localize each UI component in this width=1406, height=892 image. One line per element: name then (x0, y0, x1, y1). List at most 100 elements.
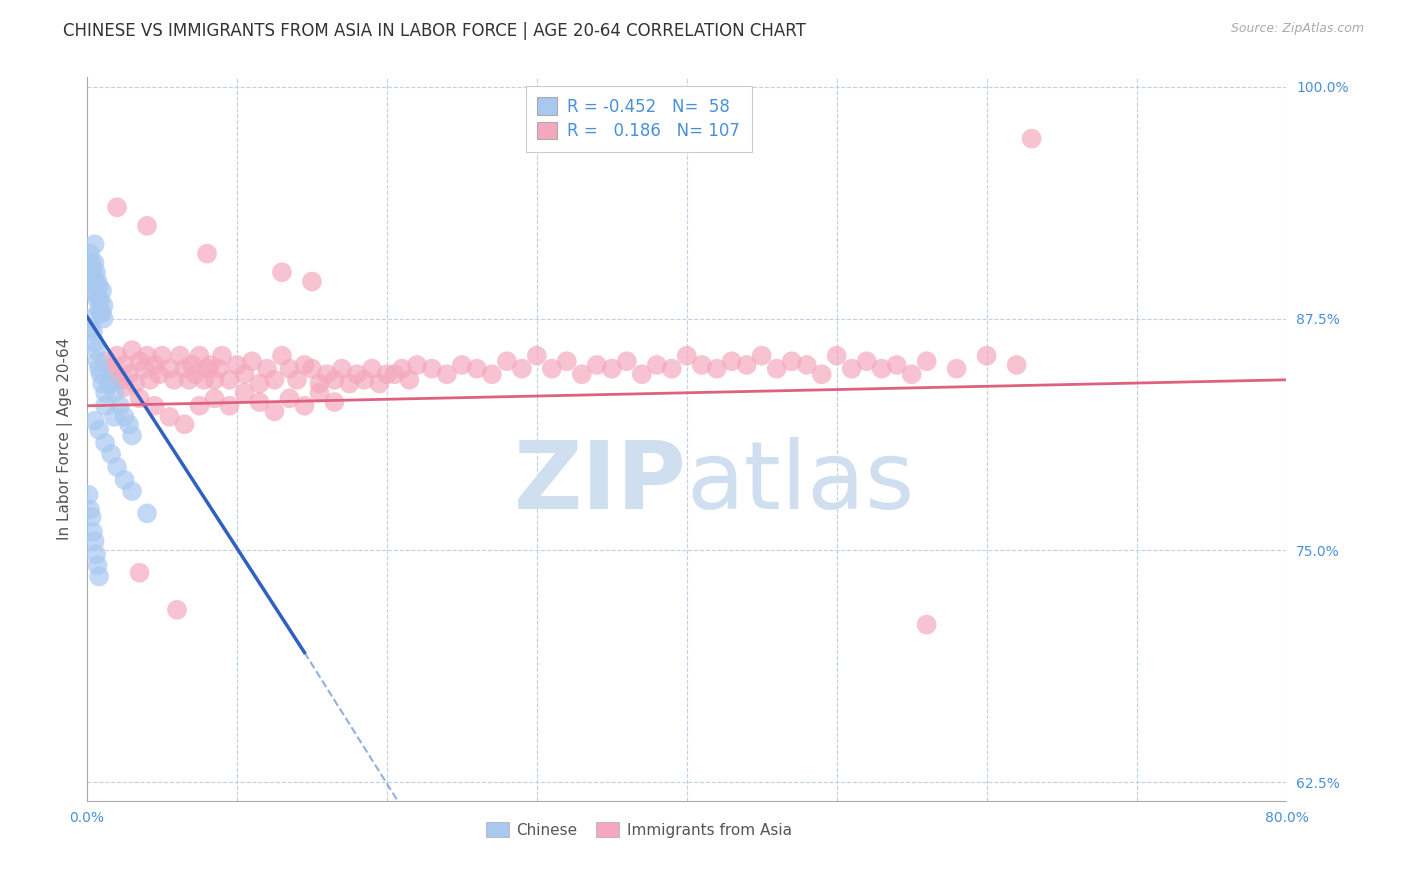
Point (526, 349, 548, 363)
Point (143, 358, 166, 372)
Point (98, 376, 121, 391)
Point (79, 246, 101, 260)
Point (256, 361, 278, 376)
Point (495, 354, 517, 368)
Point (103, 409, 125, 424)
Point (184, 368, 207, 382)
Point (945, 361, 967, 376)
Point (249, 395, 271, 409)
Point (780, 354, 803, 368)
Point (1021, 131, 1043, 145)
Point (87, 302, 110, 317)
Point (481, 368, 503, 382)
Point (263, 373, 285, 387)
Point (108, 399, 131, 413)
Point (195, 361, 218, 376)
Point (886, 358, 908, 372)
Point (100, 447, 122, 461)
Point (128, 392, 150, 406)
Point (86, 558, 108, 573)
Point (208, 361, 231, 376)
Text: Source: ZipAtlas.com: Source: ZipAtlas.com (1230, 22, 1364, 36)
Point (555, 354, 578, 368)
Point (128, 354, 150, 368)
Point (233, 368, 256, 382)
Point (84, 287, 107, 301)
Point (285, 373, 308, 387)
Point (308, 376, 330, 391)
Point (94, 354, 117, 368)
Point (84, 265, 107, 279)
Point (80, 311, 103, 326)
Point (94, 385, 117, 400)
Text: CHINESE VS IMMIGRANTS FROM ASIA IN LABOR FORCE | AGE 20-64 CORRELATION CHART: CHINESE VS IMMIGRANTS FROM ASIA IN LABOR… (63, 22, 806, 40)
Point (87, 569, 110, 583)
Point (294, 399, 316, 413)
Point (136, 349, 159, 363)
Point (420, 361, 443, 376)
Point (83, 414, 105, 428)
Point (706, 361, 728, 376)
Point (218, 399, 240, 413)
Point (148, 368, 170, 382)
Point (841, 361, 863, 376)
Point (90, 293, 112, 307)
Point (118, 368, 141, 382)
Point (87, 280, 110, 294)
Point (77, 488, 100, 502)
Point (98, 361, 121, 376)
Point (204, 392, 226, 406)
Point (900, 368, 922, 382)
Point (82, 325, 104, 339)
Point (735, 358, 758, 372)
Point (84, 343, 107, 358)
Point (330, 361, 353, 376)
Point (915, 617, 938, 632)
Point (240, 354, 263, 368)
Point (436, 368, 458, 382)
Point (406, 358, 429, 372)
Point (91, 306, 114, 320)
Point (121, 484, 143, 499)
Point (855, 354, 877, 368)
Text: ZIP: ZIP (515, 436, 686, 529)
Point (301, 275, 323, 289)
Point (79, 321, 101, 335)
Point (93, 311, 115, 326)
Point (114, 358, 136, 372)
Point (690, 358, 713, 372)
Point (143, 399, 166, 413)
Text: atlas: atlas (686, 436, 915, 529)
Point (121, 428, 143, 442)
Point (375, 368, 398, 382)
Point (86, 275, 108, 289)
Point (600, 361, 623, 376)
Point (114, 473, 136, 487)
Point (82, 284, 104, 298)
Point (121, 343, 143, 358)
Point (136, 507, 159, 521)
Point (86, 293, 108, 307)
Point (94, 399, 117, 413)
Point (1005, 358, 1028, 372)
Point (84, 547, 107, 561)
Point (278, 361, 301, 376)
Point (169, 349, 191, 363)
Point (751, 349, 773, 363)
Point (103, 385, 125, 400)
Point (80, 510, 103, 524)
Point (159, 361, 181, 376)
Point (451, 358, 474, 372)
Point (675, 349, 697, 363)
Point (323, 395, 346, 409)
Point (94, 435, 117, 450)
Point (540, 361, 562, 376)
Point (301, 361, 323, 376)
Point (105, 349, 128, 363)
Point (105, 200, 128, 214)
Point (150, 349, 173, 363)
Point (108, 373, 131, 387)
Point (585, 358, 607, 372)
Point (87, 361, 110, 376)
Point (398, 373, 420, 387)
